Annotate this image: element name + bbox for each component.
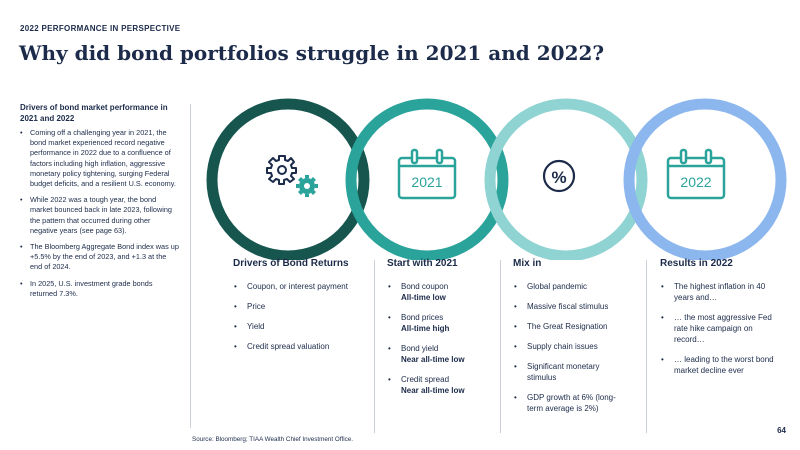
- page-title: Why did bond portfolios struggle in 2021…: [19, 41, 605, 65]
- sidebar-bullet: Coming off a challenging year in 2021, t…: [20, 128, 180, 189]
- list-item: Supply chain issues: [513, 341, 635, 352]
- column-results: Results in 2022 The highest inflation in…: [660, 258, 778, 385]
- item-label: Bond yield: [401, 344, 439, 353]
- list-item: Significant monetary stimulus: [513, 361, 625, 383]
- list-item: Bond coupon All-time low: [387, 281, 497, 303]
- list-item: Bond prices All-time high: [387, 312, 497, 334]
- gears-icon: [266, 155, 318, 197]
- source-note: Source: Bloomberg; TIAA Wealth Chief Inv…: [192, 436, 353, 443]
- list-item: Massive fiscal stimulus: [513, 301, 635, 312]
- ring-3: [484, 98, 648, 260]
- rings-graphic: 2021 % 2022: [206, 98, 787, 260]
- item-value: All-time high: [401, 324, 450, 333]
- list-item: GDP growth at 6% (long-term average is 2…: [513, 392, 625, 414]
- sidebar-heading: Drivers of bond market performance in 20…: [20, 103, 168, 123]
- list-item: … leading to the worst bond market decli…: [660, 354, 778, 376]
- ring-1: [206, 98, 370, 260]
- list-item: Yield: [233, 321, 363, 332]
- column-heading: Drivers of Bond Returns: [233, 258, 349, 269]
- column-divider: [500, 260, 501, 433]
- sidebar-list: Coming off a challenging year in 2021, t…: [20, 128, 180, 299]
- column-heading: Mix in: [513, 258, 542, 269]
- calendar-icon-2022: 2022: [666, 148, 726, 200]
- column-heading: Results in 2022: [660, 258, 733, 269]
- sidebar-divider: [190, 104, 191, 428]
- column-drivers: Drivers of Bond Returns Coupon, or inter…: [233, 258, 363, 361]
- list-item: Credit spread Near all-time low: [387, 374, 497, 396]
- sidebar-bullet: The Bloomberg Aggregate Bond index was u…: [20, 242, 180, 273]
- sidebar: Drivers of bond market performance in 20…: [20, 102, 180, 305]
- column-start: Start with 2021 Bond coupon All-time low …: [387, 258, 497, 405]
- item-label: Credit spread: [401, 375, 450, 384]
- list-item: Price: [233, 301, 363, 312]
- ring-4: [623, 98, 787, 260]
- column-list: Bond coupon All-time low Bond prices All-t…: [387, 281, 497, 396]
- list-item: Credit spread valuation: [233, 341, 363, 352]
- sidebar-bullet: While 2022 was a tough year, the bond ma…: [20, 195, 180, 236]
- column-mix: Mix in Global pandemic Massive fiscal st…: [513, 258, 635, 423]
- list-item: Global pandemic: [513, 281, 635, 292]
- item-value: All-time low: [401, 293, 446, 302]
- column-list: Global pandemic Massive fiscal stimulus …: [513, 281, 635, 414]
- column-list: The highest inflation in 40 years and… ……: [660, 281, 778, 376]
- calendar-year-2021: 2021: [411, 174, 442, 190]
- page-number: 64: [777, 426, 786, 435]
- item-label: Bond coupon: [401, 282, 449, 291]
- list-item: The highest inflation in 40 years and…: [660, 281, 778, 303]
- item-value: Near all-time low: [401, 386, 465, 395]
- calendar-year-2022: 2022: [680, 174, 711, 190]
- column-heading: Start with 2021: [387, 258, 458, 269]
- percent-icon: %: [542, 159, 576, 193]
- list-item: … the most aggressive Fed rate hike camp…: [660, 312, 778, 345]
- sidebar-bullet: In 2025, U.S. investment grade bonds ret…: [20, 279, 180, 299]
- list-item: Bond yield Near all-time low: [387, 343, 497, 365]
- list-item: Coupon, or interest payment: [233, 281, 353, 292]
- column-divider: [646, 260, 647, 433]
- list-item: The Great Resignation: [513, 321, 635, 332]
- percent-symbol: %: [551, 168, 566, 187]
- column-divider: [374, 260, 375, 433]
- item-label: Bond prices: [401, 313, 444, 322]
- eyebrow-label: 2022 PERFORMANCE IN PERSPECTIVE: [20, 24, 181, 33]
- column-list: Coupon, or interest payment Price Yield …: [233, 281, 363, 352]
- calendar-icon-2021: 2021: [397, 148, 457, 200]
- item-value: Near all-time low: [401, 355, 465, 364]
- ring-2: [345, 98, 509, 260]
